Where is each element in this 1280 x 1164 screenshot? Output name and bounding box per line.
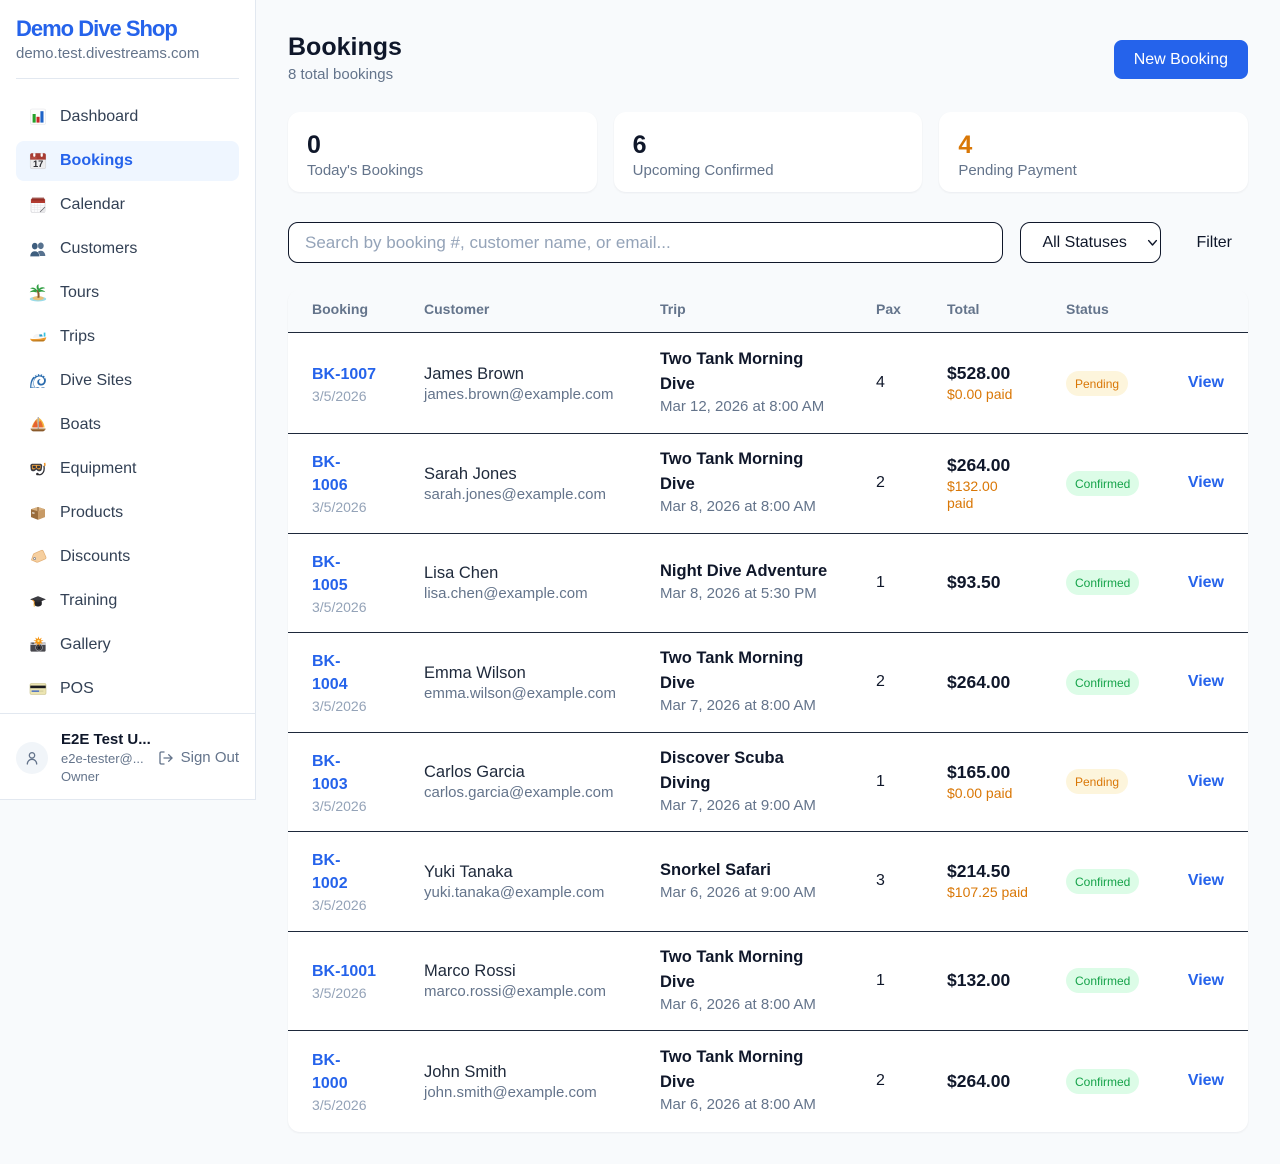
svg-text:17: 17 xyxy=(33,159,43,169)
